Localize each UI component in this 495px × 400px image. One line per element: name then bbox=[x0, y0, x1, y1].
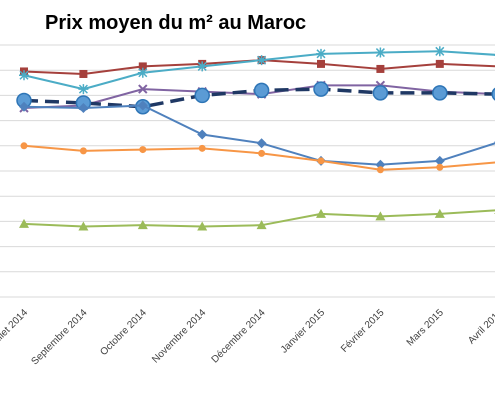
data-point bbox=[137, 100, 148, 111]
data-point bbox=[78, 84, 89, 95]
x-tick-label: Décembre 2014 bbox=[210, 307, 268, 365]
data-point bbox=[138, 62, 147, 71]
data-point bbox=[375, 47, 386, 58]
data-point bbox=[137, 67, 148, 78]
data-point bbox=[197, 61, 208, 72]
x-tick-label: Septembre 2014 bbox=[29, 307, 89, 367]
series-layer bbox=[16, 46, 495, 231]
data-point bbox=[19, 70, 29, 81]
x-tick-label: Mars 2015 bbox=[405, 307, 446, 348]
data-point bbox=[375, 159, 386, 170]
data-point bbox=[194, 87, 210, 104]
data-point bbox=[197, 129, 208, 140]
x-tick-label: Février 2015 bbox=[339, 307, 387, 355]
data-point bbox=[376, 166, 384, 174]
series-4 bbox=[16, 81, 495, 115]
data-point bbox=[434, 46, 445, 57]
data-point bbox=[316, 208, 326, 218]
data-point bbox=[316, 48, 326, 59]
data-point bbox=[19, 218, 29, 228]
data-point bbox=[78, 103, 89, 113]
data-point bbox=[375, 211, 386, 221]
data-point bbox=[79, 147, 87, 155]
data-point bbox=[434, 155, 445, 166]
data-point bbox=[317, 157, 325, 165]
data-point bbox=[317, 59, 325, 68]
x-tick-label: Avril 2015 bbox=[466, 307, 495, 346]
series-7 bbox=[19, 208, 495, 231]
series-5 bbox=[19, 100, 495, 170]
data-point bbox=[313, 81, 329, 97]
data-point bbox=[78, 221, 89, 231]
x-tick-label: Juillet 2014 bbox=[0, 307, 30, 351]
data-point bbox=[139, 146, 147, 154]
data-point bbox=[19, 101, 29, 112]
x-tick-label: Janvier 2015 bbox=[279, 307, 328, 356]
data-point bbox=[197, 221, 208, 231]
data-point bbox=[198, 144, 206, 152]
data-point bbox=[376, 64, 385, 73]
data-point bbox=[435, 59, 444, 68]
data-point bbox=[253, 82, 270, 99]
series-line bbox=[23, 144, 495, 171]
data-point bbox=[256, 55, 267, 66]
data-point bbox=[491, 87, 495, 101]
chart-title: Prix moyen du m² au Maroc bbox=[45, 12, 306, 34]
x-tick-label: Octobre 2014 bbox=[98, 307, 149, 358]
series-2 bbox=[19, 46, 495, 95]
data-point bbox=[432, 85, 448, 101]
data-point bbox=[372, 85, 389, 101]
data-point bbox=[256, 220, 267, 230]
data-point bbox=[256, 138, 267, 149]
data-point bbox=[436, 163, 444, 171]
data-point bbox=[138, 84, 148, 94]
data-point bbox=[137, 220, 148, 230]
data-point bbox=[258, 149, 266, 157]
data-point bbox=[79, 69, 88, 78]
series-6 bbox=[20, 142, 495, 174]
data-point bbox=[20, 142, 28, 150]
x-tick-label: Novembre 2014 bbox=[150, 307, 208, 365]
data-point bbox=[434, 208, 445, 218]
x-axis-tick-labels: Juillet 2014 Septembre 2014 Octobre 2014 No… bbox=[0, 307, 495, 367]
gridlines bbox=[0, 44, 495, 298]
